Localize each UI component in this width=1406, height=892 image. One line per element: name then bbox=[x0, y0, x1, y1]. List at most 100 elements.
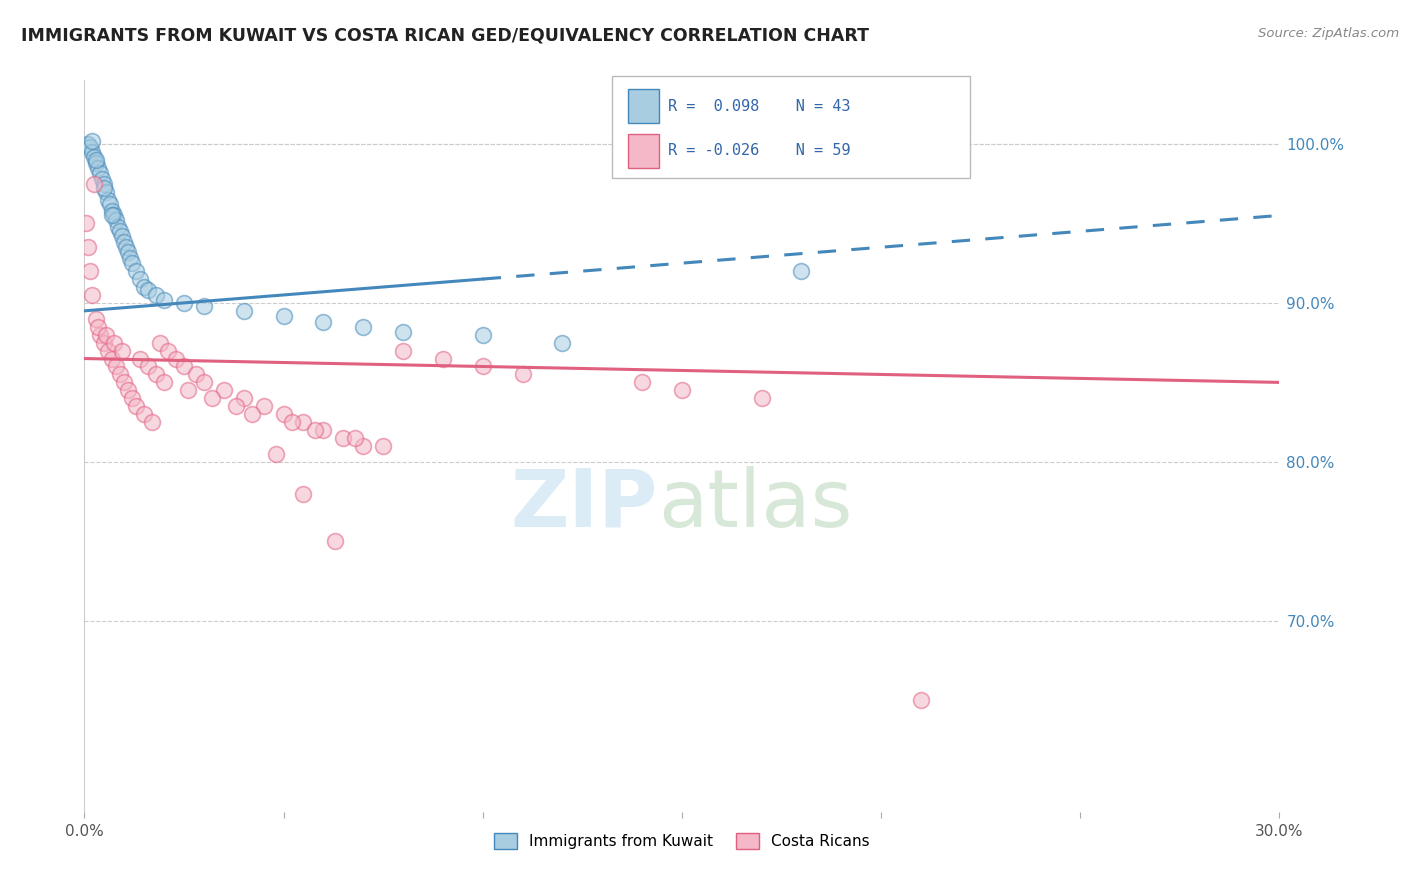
Point bbox=[96, 185, 118, 199]
Point bbox=[280, 415, 302, 429]
Point bbox=[125, 264, 148, 278]
Point bbox=[136, 359, 159, 374]
Point bbox=[136, 283, 159, 297]
Point bbox=[671, 384, 693, 398]
Point bbox=[165, 351, 187, 366]
Point bbox=[471, 359, 494, 374]
Point bbox=[89, 165, 111, 179]
Point bbox=[96, 327, 118, 342]
Point bbox=[325, 534, 347, 549]
Point bbox=[125, 399, 148, 413]
Point bbox=[312, 423, 335, 437]
Point bbox=[129, 351, 152, 366]
Point bbox=[352, 319, 374, 334]
Point bbox=[101, 203, 124, 218]
Point bbox=[157, 343, 180, 358]
Point bbox=[332, 431, 354, 445]
Point bbox=[120, 252, 142, 266]
Point bbox=[352, 439, 374, 453]
Text: R = -0.026    N = 59: R = -0.026 N = 59 bbox=[668, 144, 851, 158]
Point bbox=[173, 359, 195, 374]
Point bbox=[117, 245, 139, 260]
Text: R =  0.098    N = 43: R = 0.098 N = 43 bbox=[668, 99, 851, 113]
Point bbox=[149, 335, 172, 350]
Point bbox=[264, 447, 287, 461]
Point bbox=[471, 327, 494, 342]
Point bbox=[145, 288, 167, 302]
Point bbox=[93, 181, 115, 195]
Point bbox=[101, 209, 124, 223]
Point bbox=[86, 311, 108, 326]
Point bbox=[240, 407, 263, 421]
Point bbox=[89, 327, 111, 342]
Point bbox=[75, 216, 97, 230]
Point bbox=[132, 407, 156, 421]
Point bbox=[111, 229, 134, 244]
Point bbox=[112, 376, 135, 390]
Point bbox=[273, 309, 295, 323]
Point bbox=[153, 293, 176, 307]
Point bbox=[751, 392, 773, 406]
Point bbox=[392, 343, 415, 358]
Point bbox=[201, 392, 224, 406]
Point bbox=[173, 296, 195, 310]
Point bbox=[292, 415, 315, 429]
Point bbox=[232, 303, 254, 318]
Text: atlas: atlas bbox=[658, 466, 852, 543]
Point bbox=[86, 153, 108, 167]
Point bbox=[153, 376, 176, 390]
Point bbox=[392, 325, 415, 339]
Point bbox=[103, 335, 125, 350]
Point bbox=[129, 272, 152, 286]
Point bbox=[193, 376, 215, 390]
Point bbox=[121, 256, 143, 270]
Point bbox=[121, 392, 143, 406]
Point bbox=[97, 193, 120, 207]
Point bbox=[344, 431, 367, 445]
Point bbox=[117, 384, 139, 398]
Point bbox=[105, 359, 128, 374]
Point bbox=[86, 156, 108, 170]
Point bbox=[93, 335, 115, 350]
Point bbox=[79, 140, 101, 154]
Point bbox=[512, 368, 534, 382]
Point bbox=[141, 415, 163, 429]
Point bbox=[551, 335, 574, 350]
Point bbox=[184, 368, 207, 382]
Point bbox=[292, 486, 315, 500]
Point bbox=[115, 240, 138, 254]
Point bbox=[77, 136, 100, 151]
Point bbox=[212, 384, 235, 398]
Point bbox=[373, 439, 395, 453]
Point bbox=[232, 392, 254, 406]
Point bbox=[82, 145, 104, 159]
Point bbox=[193, 299, 215, 313]
Point bbox=[110, 224, 132, 238]
Text: IMMIGRANTS FROM KUWAIT VS COSTA RICAN GED/EQUIVALENCY CORRELATION CHART: IMMIGRANTS FROM KUWAIT VS COSTA RICAN GE… bbox=[21, 27, 869, 45]
Point bbox=[110, 368, 132, 382]
Point bbox=[253, 399, 276, 413]
Point bbox=[225, 399, 247, 413]
Point bbox=[101, 351, 124, 366]
Point bbox=[82, 134, 104, 148]
Point bbox=[97, 343, 120, 358]
Legend: Immigrants from Kuwait, Costa Ricans: Immigrants from Kuwait, Costa Ricans bbox=[488, 827, 876, 855]
Point bbox=[105, 213, 128, 227]
Point bbox=[87, 161, 110, 175]
Point bbox=[910, 693, 932, 707]
Point bbox=[83, 150, 105, 164]
Text: Source: ZipAtlas.com: Source: ZipAtlas.com bbox=[1258, 27, 1399, 40]
Point bbox=[177, 384, 200, 398]
Point bbox=[145, 368, 167, 382]
Point bbox=[93, 177, 115, 191]
Point bbox=[83, 177, 105, 191]
Point bbox=[79, 264, 101, 278]
Point bbox=[132, 280, 156, 294]
Point bbox=[112, 235, 135, 250]
Point bbox=[91, 172, 114, 186]
Point bbox=[107, 219, 129, 234]
Point bbox=[631, 376, 654, 390]
Point bbox=[432, 351, 454, 366]
Point bbox=[304, 423, 326, 437]
Point bbox=[98, 197, 121, 211]
